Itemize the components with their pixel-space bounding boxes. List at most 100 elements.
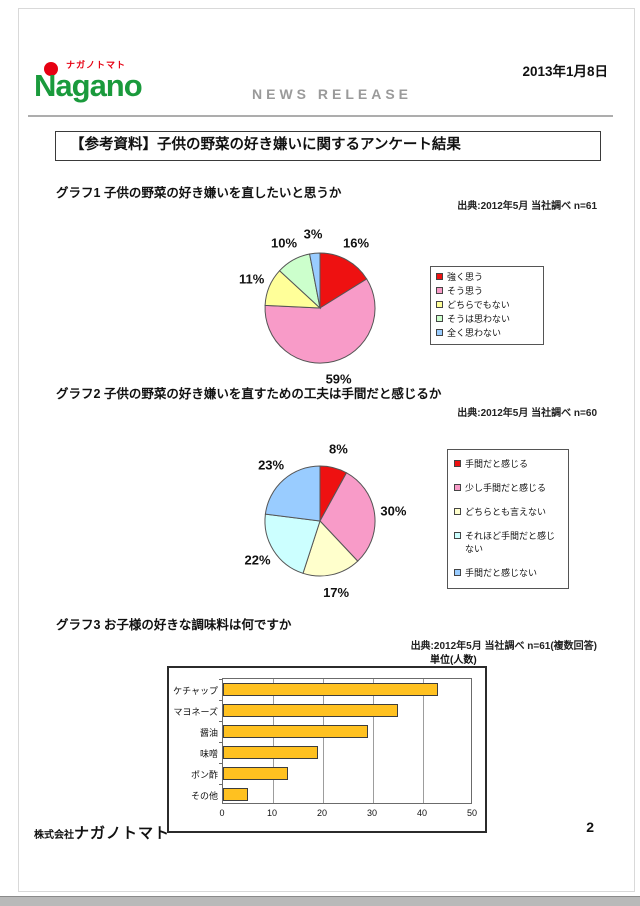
legend-label: そうは思わない bbox=[447, 314, 511, 324]
gridline bbox=[423, 679, 424, 803]
graph3-bar-chart: 0 10 20 30 40 50 ケチャップ マヨネーズ 醤油 味噌 ポン酢 その他 bbox=[167, 666, 487, 833]
bar bbox=[223, 767, 288, 780]
graph3-source: 出典:2012年5月 当社調べ n=61(複数回答) bbox=[410, 641, 597, 652]
legend-label: 全く思わない bbox=[447, 328, 502, 338]
legend-swatch-icon bbox=[436, 287, 443, 294]
gridline bbox=[273, 679, 274, 803]
graph1-source: 出典:2012年5月 当社調べ n=61 bbox=[457, 201, 597, 212]
graph1-title: グラフ1 子供の野菜の好き嫌いを直したいと思うか bbox=[56, 186, 342, 200]
pie-slice bbox=[319, 472, 376, 562]
y-axis-tick bbox=[219, 679, 223, 680]
pie-slice bbox=[309, 252, 321, 309]
bar bbox=[223, 683, 438, 696]
x-axis-tick-label: 30 bbox=[366, 808, 377, 818]
legend-swatch-icon bbox=[454, 532, 461, 539]
pie-slice bbox=[264, 513, 321, 574]
company-name: ナガノトマト bbox=[74, 825, 171, 842]
nagano-logo: ナガノトマト Nagano bbox=[34, 56, 154, 112]
legend-swatch-icon bbox=[454, 460, 461, 467]
pie-percentage-label: 59% bbox=[326, 372, 352, 387]
legend-label: どちらとも言えない bbox=[465, 507, 547, 517]
x-axis-tick-label: 10 bbox=[266, 808, 277, 818]
pie-slice bbox=[264, 278, 376, 364]
bar-category-label: 味噌 bbox=[199, 749, 218, 759]
graph2-pie-chart: 8% 30% 17% 22% 23% bbox=[244, 441, 406, 600]
legend-label: 強く思う bbox=[447, 272, 484, 282]
bar-category-label: その他 bbox=[190, 791, 218, 801]
release-date: 2013年1月8日 bbox=[522, 64, 608, 79]
legend-item: どちらでもない bbox=[436, 299, 538, 312]
legend-swatch-icon bbox=[454, 484, 461, 491]
bar-category-label: 醤油 bbox=[199, 728, 218, 738]
x-axis-tick-label: 50 bbox=[466, 808, 477, 818]
pie-slice bbox=[264, 465, 321, 522]
scan-edge bbox=[0, 896, 640, 906]
x-axis-tick-label: 40 bbox=[416, 808, 427, 818]
report-title-box: 【参考資料】子供の野菜の好き嫌いに関するアンケート結果 bbox=[55, 131, 601, 161]
legend-item: 強く思う bbox=[436, 271, 538, 284]
legend-item: それほど手間だと感じない bbox=[454, 530, 562, 556]
pie-percentage-label: 3% bbox=[304, 226, 323, 241]
graph3-title: グラフ3 お子様の好きな調味料は何ですか bbox=[56, 618, 292, 632]
legend-swatch-icon bbox=[454, 508, 461, 515]
legend-item: どちらとも言えない bbox=[454, 506, 562, 519]
tomato-dot-icon bbox=[44, 62, 58, 76]
bar-category-label: マヨネーズ bbox=[173, 707, 218, 717]
pie-percentage-label: 11% bbox=[239, 271, 265, 286]
bar-category-label: ケチャップ bbox=[173, 686, 218, 696]
graph1-pie-chart: 16% 59% 11% 10% 3% bbox=[239, 226, 376, 387]
graph2-legend: 手間だと感じる少し手間だと感じる どちらとも言えないそれほど手間だと感じない手間だ… bbox=[447, 449, 569, 589]
legend-swatch-icon bbox=[454, 569, 461, 576]
logo-kana-text: ナガノトマト bbox=[66, 60, 127, 70]
pie-slice bbox=[302, 520, 359, 577]
legend-item: 全く思わない bbox=[436, 327, 538, 340]
company-prefix: 株式会社 bbox=[34, 830, 74, 841]
legend-label: 手間だと感じない bbox=[465, 568, 538, 578]
page-number: 2 bbox=[586, 819, 594, 835]
legend-item: そうは思わない bbox=[436, 313, 538, 326]
pie-percentage-label: 16% bbox=[343, 235, 369, 250]
pie-percentage-label: 23% bbox=[258, 458, 284, 473]
footer-company: 株式会社ナガノトマト bbox=[34, 822, 170, 843]
legend-swatch-icon bbox=[436, 315, 443, 322]
y-axis-tick bbox=[219, 784, 223, 785]
legend-label: そう思う bbox=[447, 286, 484, 296]
pie-slice bbox=[319, 252, 368, 309]
legend-swatch-icon bbox=[436, 301, 443, 308]
legend-item: 少し手間だと感じる bbox=[454, 482, 562, 495]
graph3-plot-area bbox=[219, 678, 472, 804]
pie-percentage-label: 30% bbox=[380, 504, 406, 519]
bar-category-label: ポン酢 bbox=[190, 770, 218, 780]
legend-item: 手間だと感じる bbox=[454, 458, 562, 471]
gridline bbox=[373, 679, 374, 803]
pie-percentage-label: 8% bbox=[329, 441, 348, 456]
bar bbox=[223, 704, 398, 717]
gridline bbox=[323, 679, 324, 803]
logo-brand-text: Nagano bbox=[34, 68, 143, 103]
graph2-source: 出典:2012年5月 当社調べ n=60 bbox=[457, 408, 597, 419]
legend-item: 手間だと感じない bbox=[454, 567, 562, 580]
graph2-title: グラフ2 子供の野菜の好き嫌いを直すための工夫は手間だと感じるか bbox=[56, 387, 442, 401]
legend-label: 手間だと感じる bbox=[465, 459, 529, 469]
x-axis-tick-label: 20 bbox=[316, 808, 327, 818]
pie-percentage-label: 10% bbox=[271, 235, 297, 250]
y-axis-tick bbox=[219, 721, 223, 722]
y-axis-tick bbox=[219, 763, 223, 764]
bar bbox=[223, 788, 248, 801]
legend-swatch-icon bbox=[436, 273, 443, 280]
legend-swatch-icon bbox=[436, 329, 443, 336]
graph3-unit-label: 単位(人数) bbox=[430, 655, 477, 666]
y-axis-tick bbox=[219, 742, 223, 743]
graph1-legend: 強く思うそう思うどちらでもない そうは思わない 全く思わない bbox=[430, 266, 544, 345]
header-divider bbox=[28, 115, 613, 117]
report-title: 【参考資料】子供の野菜の好き嫌いに関するアンケート結果 bbox=[70, 137, 461, 153]
bar bbox=[223, 746, 318, 759]
bar bbox=[223, 725, 368, 738]
pie-percentage-label: 17% bbox=[323, 585, 349, 600]
legend-label: 少し手間だと感じる bbox=[465, 483, 547, 493]
pie-percentage-label: 22% bbox=[244, 553, 270, 568]
legend-label: どちらでもない bbox=[447, 300, 510, 310]
y-axis-tick bbox=[219, 700, 223, 701]
news-release-label: NEWS RELEASE bbox=[252, 86, 413, 102]
